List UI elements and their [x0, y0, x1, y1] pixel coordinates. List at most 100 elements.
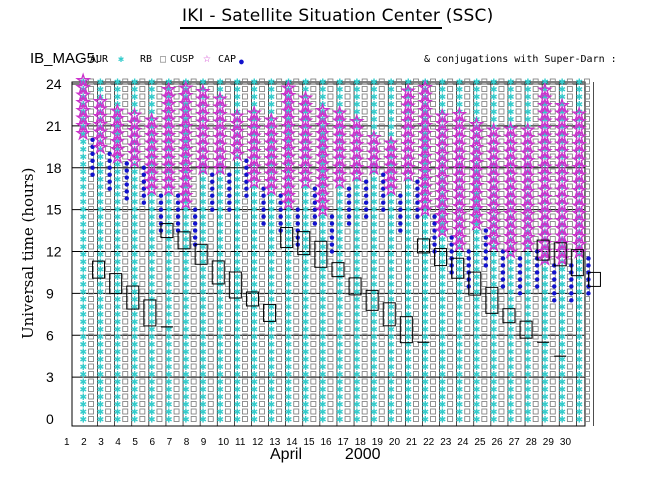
rb-cusp-marker: [447, 386, 454, 392]
aur-marker: ✱: [80, 303, 88, 313]
rb-cusp-marker: [276, 123, 283, 130]
aur-marker: ✱: [507, 266, 515, 276]
aur-marker: ✱: [216, 258, 224, 268]
aur-marker: ✱: [456, 176, 464, 186]
rb-cusp-marker: [156, 371, 163, 377]
rb-cusp-marker: [361, 378, 368, 385]
cap-marker: ☆: [469, 153, 484, 173]
rb-cusp-marker: [361, 108, 368, 115]
rb-cusp-marker: [190, 281, 197, 287]
aur-marker: ✱: [456, 221, 464, 231]
aur-marker: ✱: [422, 303, 430, 313]
aur-marker: ✱: [216, 153, 224, 163]
aur-marker: ✱: [80, 341, 88, 351]
rb-cusp-marker: [259, 123, 265, 130]
aur-marker: ✱: [422, 356, 430, 366]
aur-marker: ✱: [422, 78, 430, 88]
cap-marker: ☆: [520, 159, 535, 179]
rb-cusp-marker: [378, 243, 385, 250]
rb-cusp-marker: [88, 78, 94, 85]
rb-cusp-marker: [122, 273, 129, 280]
aur-marker: ✱: [404, 108, 412, 118]
aur-marker: ✱: [387, 378, 395, 388]
aur-marker: ✱: [558, 401, 566, 411]
rb-cusp-marker: [224, 386, 231, 392]
rb-cusp-marker: [481, 408, 488, 415]
rb-cusp-marker: [447, 131, 454, 137]
cap-marker: ☆: [486, 182, 501, 202]
rb-cusp-marker: [566, 326, 573, 332]
aur-marker: ✱: [97, 311, 105, 321]
cap-marker: ☆: [144, 157, 159, 177]
cap-marker: ☆: [332, 127, 347, 147]
aur-marker: ✱: [439, 258, 447, 268]
aur-marker: ✱: [575, 258, 583, 268]
rb-cusp-marker: [242, 281, 248, 287]
rb-cusp-marker: [105, 408, 112, 415]
rb-cusp-marker: [276, 266, 283, 272]
aur-marker: ✱: [490, 153, 498, 163]
cap-dot: [500, 270, 506, 275]
rb-cusp-marker: [498, 326, 505, 332]
aur-marker: ✱: [285, 258, 293, 268]
y-tick-label: 6: [46, 327, 54, 343]
rb-cusp-marker: [139, 318, 146, 325]
aur-marker: ✱: [404, 378, 412, 388]
cap-marker: ☆: [298, 134, 313, 154]
aur-marker: ✱: [302, 311, 310, 321]
cap-marker: ☆: [144, 118, 159, 138]
aur-marker: ✱: [370, 198, 378, 208]
aur-marker: ✱: [541, 401, 549, 411]
cap-marker: ☆: [349, 143, 364, 163]
cap-dot: [449, 249, 454, 254]
aur-marker: ✱: [302, 198, 310, 208]
aur-marker: ✱: [524, 206, 532, 216]
rb-cusp-marker: [549, 206, 556, 212]
y-tick-label: 24: [46, 76, 62, 92]
aur-marker: ✱: [165, 303, 173, 313]
aur-marker: ✱: [575, 348, 583, 358]
aur-marker: ✱: [387, 393, 395, 403]
aur-marker: ✱: [353, 176, 361, 186]
aur-marker: ✱: [404, 146, 412, 156]
rb-cusp-marker: [395, 371, 402, 377]
cap-marker: ☆: [349, 120, 364, 140]
rb-cusp-marker: [413, 153, 419, 160]
aur-marker: ✱: [370, 116, 378, 126]
aur-marker: ✱: [473, 228, 481, 238]
rb-cusp-marker: [173, 318, 180, 325]
aur-marker: ✱: [558, 341, 566, 351]
rb-cusp-marker: [395, 303, 402, 310]
aur-marker: ✱: [80, 296, 88, 306]
rb-cusp-marker: [310, 318, 317, 325]
aur-marker: ✱: [387, 108, 395, 118]
aur-marker: ✱: [182, 288, 190, 298]
cap-marker: ☆: [554, 219, 569, 239]
aur-marker: ✱: [268, 78, 276, 88]
rb-cusp-marker: [447, 288, 454, 295]
rb-cusp-marker: [327, 146, 334, 152]
rb-cusp-marker: [139, 311, 146, 317]
aur-marker: ✱: [182, 108, 190, 118]
rb-cusp-marker: [464, 228, 471, 235]
rb-cusp-marker: [190, 168, 197, 175]
aur-marker: ✱: [302, 371, 310, 381]
rb-cusp-marker: [259, 168, 265, 175]
aur-marker: ✱: [370, 288, 378, 298]
aur-marker: ✱: [233, 348, 241, 358]
cap-marker: ☆: [195, 136, 210, 156]
aur-marker: ✱: [251, 311, 259, 321]
aur-marker: ✱: [97, 258, 105, 268]
cap-marker: ☆: [349, 112, 364, 132]
cap-marker: ☆: [247, 134, 262, 154]
aur-marker: ✱: [456, 101, 464, 111]
cap-marker: ☆: [76, 101, 91, 121]
rb-cusp-marker: [327, 386, 334, 392]
rb-cusp-marker: [447, 281, 454, 287]
rb-cusp-marker: [344, 236, 351, 242]
cap-marker: ☆: [554, 173, 569, 193]
aur-marker: ✱: [507, 356, 515, 366]
rb-cusp-marker: [447, 221, 454, 227]
aur-marker: ✱: [575, 371, 583, 381]
cap-dot: [398, 207, 403, 212]
